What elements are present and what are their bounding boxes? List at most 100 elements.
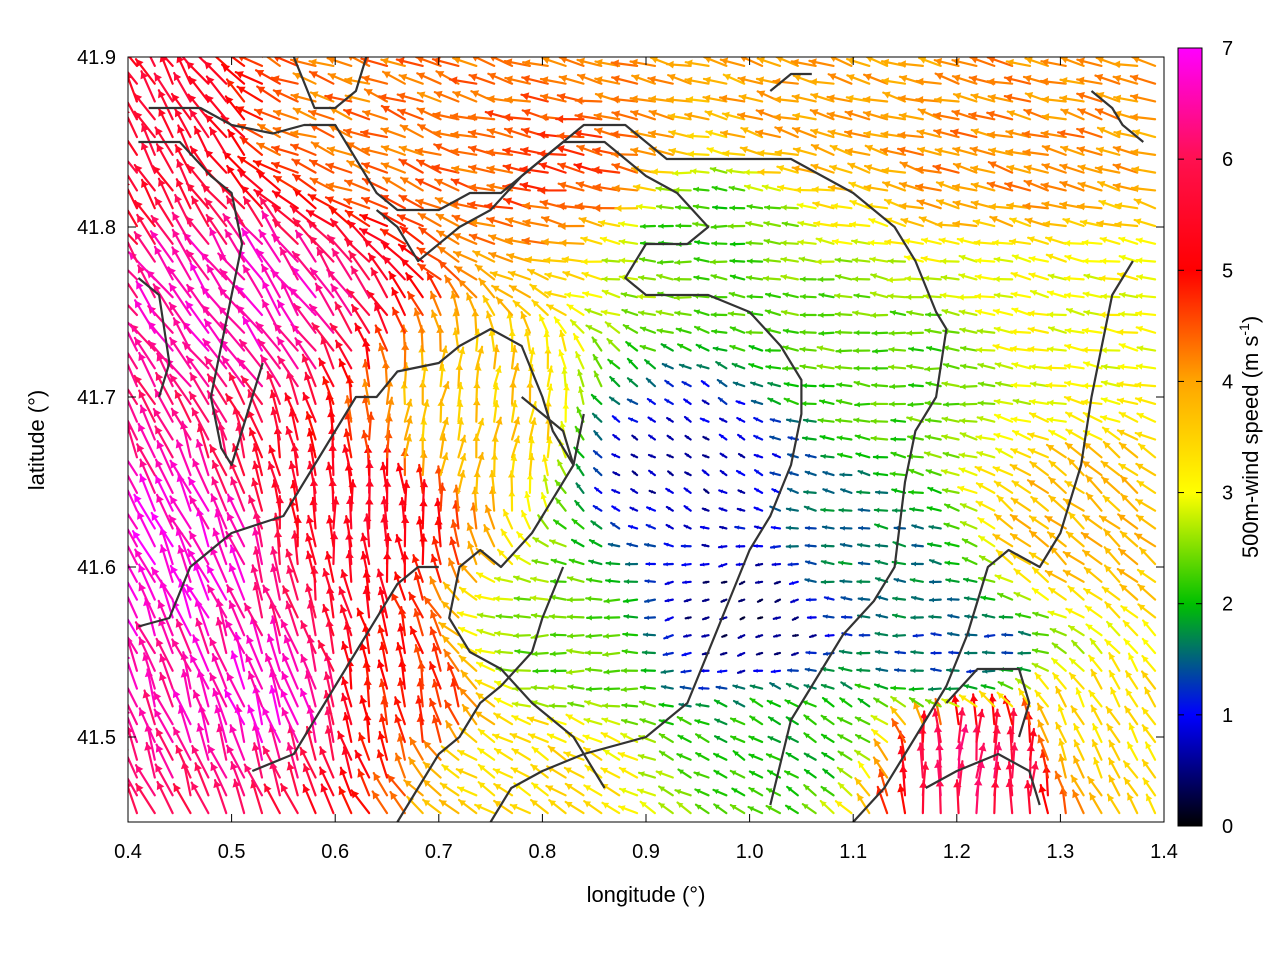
wind-vector (171, 246, 192, 281)
wind-vector (840, 595, 853, 601)
wind-vector (639, 223, 657, 230)
wind-vector (856, 793, 871, 815)
wind-vector (150, 511, 174, 548)
wind-vector (828, 164, 853, 174)
wind-vector (663, 542, 674, 548)
wind-vector (942, 362, 960, 370)
wind-vector (801, 382, 817, 389)
wind-vector (959, 345, 978, 352)
wind-vector (1129, 74, 1157, 85)
wind-vector (429, 609, 442, 637)
wind-vector (925, 469, 942, 477)
wind-vector (986, 181, 1014, 192)
wind-vector (745, 329, 764, 336)
wind-vector (958, 694, 978, 708)
wind-vector (1123, 776, 1139, 797)
wind-vector (729, 803, 746, 815)
wind-vector (660, 343, 674, 352)
wind-vector (131, 530, 156, 566)
wind-vector (486, 216, 514, 228)
wind-vector (839, 525, 853, 531)
wind-vector (564, 291, 585, 299)
wind-vector (636, 788, 657, 797)
wind-vector (396, 733, 406, 761)
wind-vector (426, 271, 442, 299)
wind-vector (969, 146, 996, 156)
wind-vector (934, 147, 960, 156)
wind-vector (398, 158, 424, 174)
wind-vector (128, 562, 139, 583)
wind-vector (1096, 220, 1121, 228)
wind-vector (942, 345, 960, 352)
wind-vector (243, 763, 264, 797)
wind-vector (466, 522, 478, 548)
wind-vector (1064, 254, 1085, 263)
wind-vector (1098, 311, 1121, 319)
wind-vector (322, 567, 335, 601)
wind-vector (1105, 706, 1121, 726)
wind-vector (711, 240, 728, 247)
wind-vector (246, 634, 264, 672)
wind-vector (291, 158, 317, 174)
wind-vector (748, 786, 764, 797)
wind-vector (1029, 460, 1049, 477)
wind-vector (822, 488, 835, 494)
wind-vector (568, 558, 585, 566)
wind-vector (890, 436, 907, 442)
wind-vector (683, 505, 692, 512)
wind-vector (1004, 181, 1032, 192)
wind-vector (647, 453, 657, 459)
wind-vector (413, 571, 424, 601)
wind-vector (665, 487, 674, 494)
wind-vector (361, 161, 389, 174)
wind-vector (456, 417, 465, 441)
wind-vector (693, 186, 710, 193)
wind-vector (324, 196, 353, 210)
wind-vector (339, 604, 353, 637)
wind-vector (914, 183, 942, 192)
wind-vector (829, 144, 853, 156)
wind-vector (1067, 624, 1085, 637)
wind-vector (631, 434, 639, 441)
wind-vector (467, 183, 496, 192)
wind-vector (914, 165, 942, 174)
wind-vector (735, 400, 746, 406)
wind-vector (837, 750, 853, 761)
wind-vector (306, 599, 317, 637)
wind-vector (1013, 591, 1032, 601)
wind-vector (973, 239, 996, 247)
wind-vector (1096, 126, 1121, 139)
wind-vector (181, 57, 192, 67)
wind-vector (718, 562, 728, 568)
wind-vector (539, 93, 567, 103)
wind-vector (603, 614, 621, 621)
wind-vector (229, 544, 246, 583)
wind-vector (803, 714, 817, 726)
wind-vector (993, 480, 1014, 494)
wind-vector (584, 308, 603, 317)
wind-vector (848, 181, 871, 192)
wind-vector (910, 649, 924, 655)
wind-vector (1042, 220, 1067, 228)
wind-vector (169, 336, 192, 370)
wind-vector (622, 324, 639, 334)
wind-vector (316, 246, 335, 281)
wind-vector (128, 281, 139, 299)
wind-vector (664, 379, 674, 388)
wind-vector (206, 373, 228, 406)
wind-vector (981, 668, 996, 674)
wind-vector (573, 129, 603, 139)
wind-vector (992, 466, 1014, 477)
wind-vector (1009, 532, 1032, 548)
wind-vector (888, 401, 907, 408)
wind-vector (493, 595, 514, 602)
wind-vector (261, 299, 281, 334)
wind-vector (1045, 364, 1067, 372)
wind-vector (128, 488, 139, 512)
wind-vector (582, 290, 603, 299)
wind-vector (952, 199, 978, 210)
wind-vector (325, 391, 335, 423)
wind-vector (354, 749, 371, 779)
wind-vector (1089, 637, 1103, 655)
